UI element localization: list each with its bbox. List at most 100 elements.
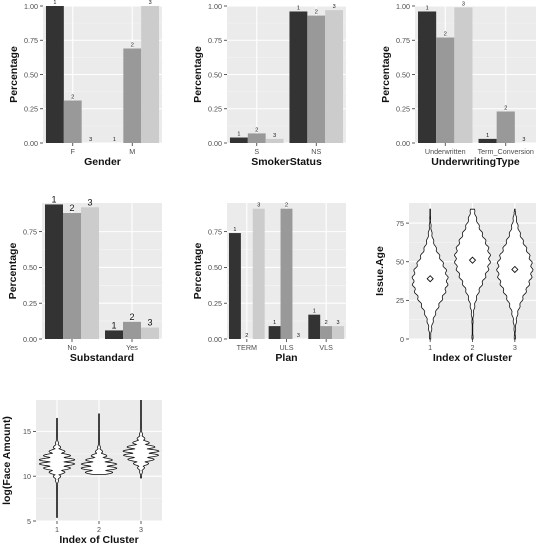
bar-label: 3 (147, 318, 152, 328)
y-tick-label: 0.50 (396, 70, 410, 79)
y-axis-title: Percentage (380, 46, 392, 103)
x-axis-title: Substandard (70, 352, 134, 364)
x-axis-title: UnderwritingType (431, 156, 520, 168)
bar-cluster-2-NS (307, 15, 326, 144)
bar-cluster-3-Underwritten (454, 7, 473, 144)
bar-cluster-1-No (45, 204, 63, 339)
bar-cluster-3-TERM (252, 208, 265, 339)
y-tick-label: 1.00 (396, 2, 410, 11)
mean-marker (511, 265, 519, 274)
bar-label: 1 (111, 320, 116, 330)
bar-cluster-1-TERM (228, 233, 241, 339)
y-tick-label: 75 (396, 219, 404, 228)
bar-cluster-1-ULS (268, 326, 281, 339)
bar-cluster-2-Yes (123, 321, 141, 339)
bar-label: 2 (285, 203, 288, 209)
x-tick-label: 2 (471, 343, 475, 352)
y-tick-label: 25 (396, 296, 404, 305)
bar-label: 3 (333, 4, 336, 10)
bar-label: 2 (131, 42, 134, 48)
bar-cluster-2-Underwritten (436, 37, 455, 144)
x-tick-label: No (67, 343, 76, 352)
x-axis-title: SmokerStatus (251, 156, 322, 168)
y-tick-label: 1.00 (208, 2, 222, 11)
x-tick-label: TERM (237, 343, 257, 352)
x-tick-label: F (71, 147, 76, 156)
y-tick-label: 5 (27, 517, 31, 526)
bar-label: 3 (257, 203, 260, 209)
bar-label: 2 (325, 320, 328, 326)
bar-cluster-3-Yes (141, 327, 159, 339)
bar-cluster-3-NS (325, 10, 344, 143)
bar-label: 2 (315, 10, 318, 16)
bar-cluster-1-Yes (105, 330, 123, 339)
bar-label: 2 (69, 203, 74, 213)
y-axis-title: Percentage (192, 46, 204, 103)
y-tick-label: 0.75 (208, 36, 222, 45)
panel-1: 0.00 0.25 0.50 0.75 1.00 F M Gender Percentage 1 2… (8, 0, 162, 168)
bar-cluster-1-Term_Conversion (478, 138, 497, 143)
x-tick-label: Underwritten (425, 147, 466, 156)
y-tick-label: 0.75 (208, 227, 222, 236)
bar-cluster-2-ULS (280, 208, 293, 339)
bar-label: 1 (51, 194, 56, 204)
violin-cluster-1 (411, 208, 449, 340)
bar-label: 3 (89, 137, 92, 143)
x-tick-label: M (129, 147, 135, 156)
bar-label: 2 (129, 312, 134, 322)
x-tick-label: VLS (319, 343, 333, 352)
violin-cluster-3 (122, 400, 160, 479)
x-tick-label: S (254, 147, 259, 156)
y-tick-label: 0.25 (208, 105, 222, 114)
bar-label: 1 (53, 0, 56, 6)
x-tick-label: 1 (428, 343, 432, 352)
bar-label: 2 (504, 105, 507, 111)
bar-label: 2 (255, 127, 258, 133)
bar-label: 1 (233, 227, 236, 233)
y-tick-label: 0.75 (23, 227, 37, 236)
bar-cluster-2-F (63, 100, 82, 143)
y-tick-label: 15 (23, 427, 31, 436)
bar-label: 3 (149, 0, 152, 6)
bar-label: 2 (245, 333, 248, 339)
y-tick-label: 0.25 (396, 105, 410, 114)
y-axis-title: Percentage (8, 46, 20, 103)
violin-cluster-2 (80, 413, 118, 475)
y-axis-title: Issue.Age (374, 246, 386, 296)
y-tick-label: 0.75 (24, 36, 38, 45)
x-tick-label: ULS (280, 343, 294, 352)
x-axis-title: Gender (84, 156, 121, 168)
y-tick-label: 0.25 (24, 105, 38, 114)
bar-cluster-1-F (45, 6, 64, 143)
x-tick-label: NS (311, 147, 321, 156)
bar-cluster-2-S (247, 133, 266, 143)
bar-cluster-3-VLS (332, 326, 345, 339)
bar-label: 3 (87, 197, 92, 207)
bar-cluster-2-VLS (320, 326, 333, 339)
panel-5: 0.00 0.25 0.50 0.75 TERM ULS VLS Plan Percentage… (192, 203, 346, 364)
x-tick-label: 1 (55, 525, 59, 534)
bar-cluster-1-S (229, 137, 248, 143)
y-tick-label: 0.00 (208, 335, 222, 344)
y-tick-label: 0.50 (24, 70, 38, 79)
x-axis-title: Plan (275, 352, 297, 364)
y-tick-label: 0.25 (208, 299, 222, 308)
bar-cluster-2-No (63, 213, 81, 339)
bar-label: 3 (522, 137, 525, 143)
bar-cluster-2-M (123, 48, 142, 143)
y-tick-label: 0.00 (396, 139, 410, 148)
y-axis-title: Percentage (192, 243, 204, 300)
mean-marker (426, 275, 434, 283)
x-tick-label: 3 (513, 343, 517, 352)
bar-label: 1 (297, 5, 300, 11)
bar-label: 1 (237, 132, 240, 138)
y-axis-title: log(Face Amount) (1, 416, 13, 505)
y-tick-label: 0.00 (24, 139, 38, 148)
violin-cluster-3 (496, 208, 534, 340)
x-tick-label: Yes (126, 343, 138, 352)
x-tick-label: Term_Conversion (478, 147, 534, 156)
